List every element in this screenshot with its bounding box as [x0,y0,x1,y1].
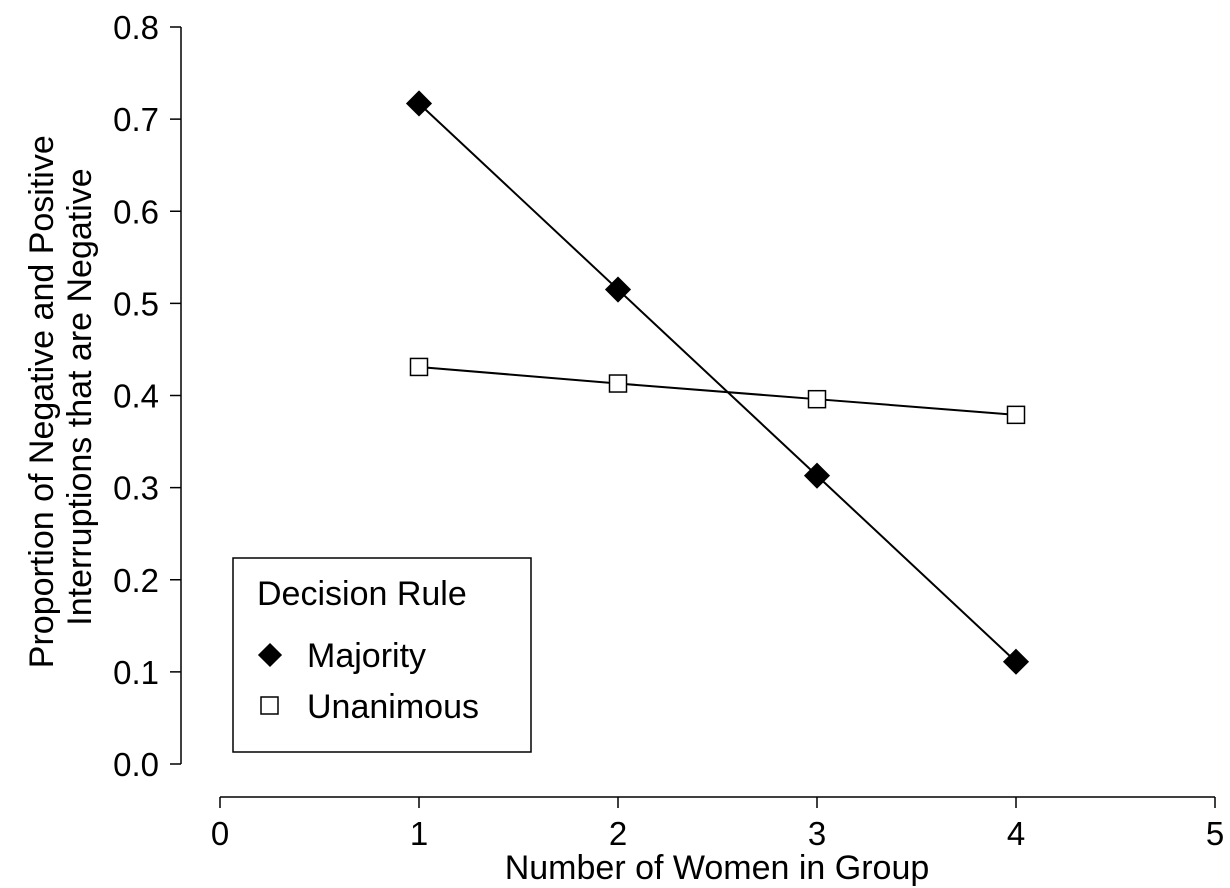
series-majority [405,90,1030,675]
legend-item-majority: Majority [307,637,426,675]
x-tick-label: 5 [1206,815,1224,852]
y-axis-title-line-1: Proportion of Negative and Positive [23,135,61,668]
legend: Decision Rule Majority Unanimous [232,557,532,753]
y-tick-label: 0.1 [113,654,159,691]
series-layer [405,90,1030,675]
series-unanimous [409,357,1026,425]
series-line-majority [418,102,1017,663]
y-tick-label: 0.3 [113,470,159,507]
data-point-majority [1002,648,1030,675]
legend-unanimous-square-icon [260,696,279,715]
y-tick-label: 0.6 [113,193,159,230]
legend-title: Decision Rule [257,575,467,613]
data-point-unanimous [807,389,827,409]
legend-item-unanimous: Unanimous [307,688,479,726]
y-tick-label: 0.5 [113,285,159,322]
data-point-unanimous [1006,405,1026,425]
series-line-unanimous [418,365,1017,416]
data-point-unanimous [608,374,628,393]
x-axis: 0 1 2 3 4 5 [211,796,1224,852]
y-axis-title-line-2: Interruptions that are Negative [61,168,99,625]
legend-majority-diamond-icon [257,642,283,668]
x-tick-label: 2 [609,815,627,852]
legend-box [232,557,532,753]
x-tick-label: 0 [211,815,229,852]
y-tick-label: 0.8 [113,9,159,46]
x-tick-label: 1 [410,815,428,852]
data-point-unanimous [409,357,429,377]
x-tick-label: 4 [1007,815,1025,852]
x-tick-label: 3 [808,815,826,852]
y-tick-label: 0.2 [113,562,159,599]
y-axis: 0.0 0.1 0.2 0.3 0.4 0.5 0.6 0.7 0.8 [113,9,182,783]
data-point-majority [405,90,433,117]
data-point-majority [803,462,831,489]
y-axis-title: Proportion of Negative and Positive Inte… [23,126,99,668]
x-axis-title: Number of Women in Group [505,849,930,887]
y-tick-label: 0.4 [113,378,159,415]
y-tick-label: 0.7 [113,101,159,138]
y-tick-label: 0.0 [113,746,159,783]
data-point-majority [604,276,632,303]
